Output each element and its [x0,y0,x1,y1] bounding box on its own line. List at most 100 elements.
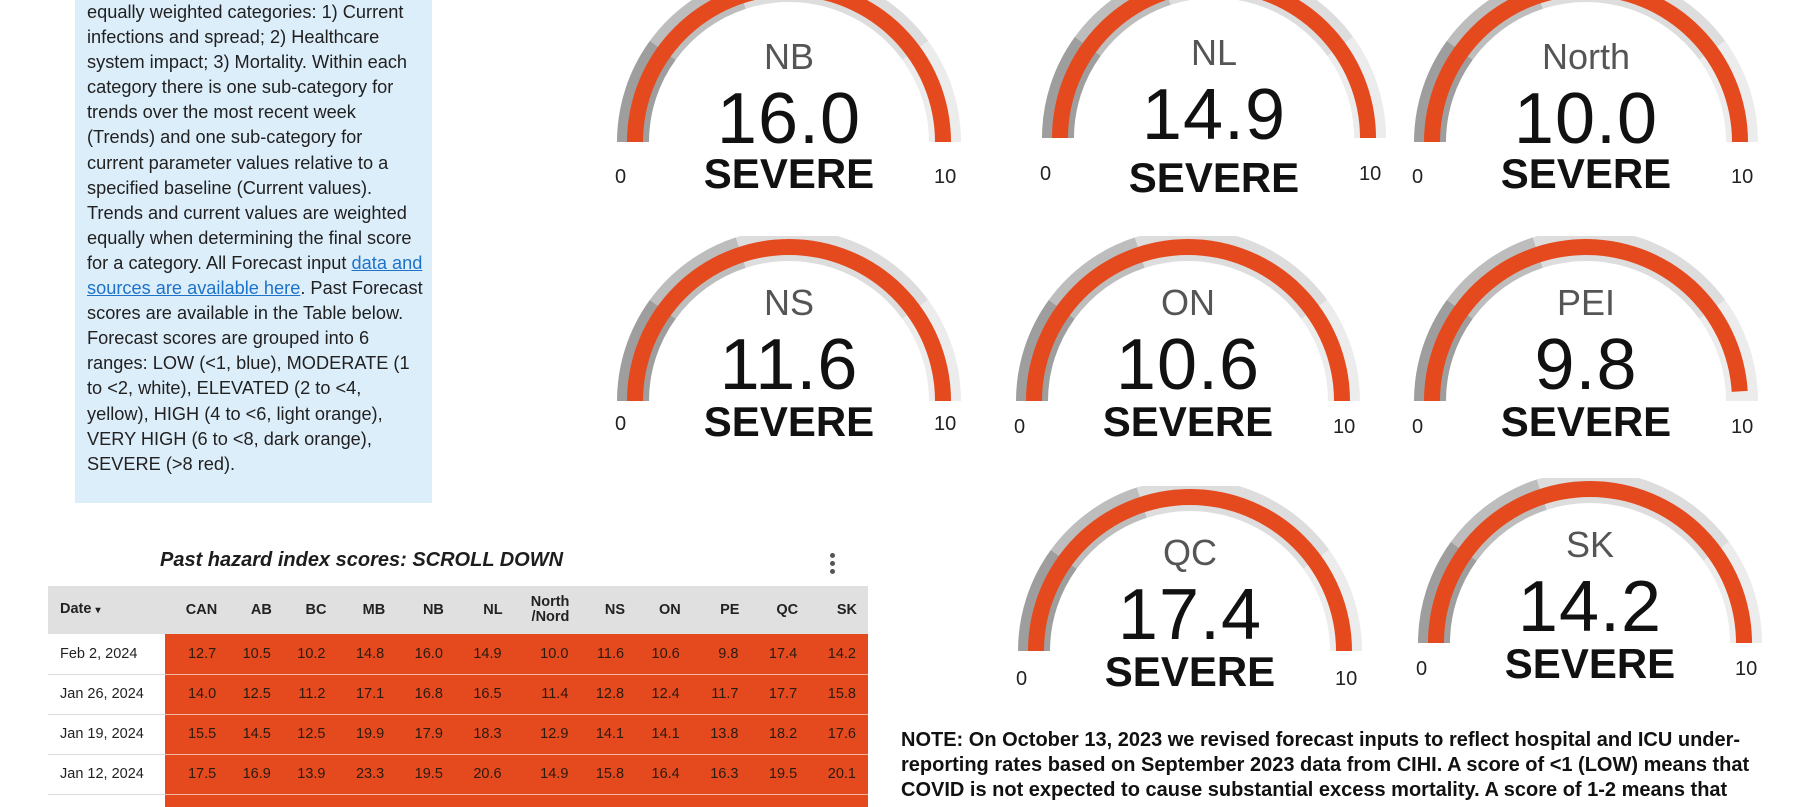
table-cell-date: Jan 19, 2024 [48,714,166,755]
table-cell-score: 15.5 [165,714,229,755]
table-cell-score: 18.3 [454,714,514,755]
column-header-north-nord[interactable]: North/Nord [513,586,581,634]
table-cell-date [48,794,166,807]
gauge-region-label: NB [763,36,814,77]
gauge-region-label: NL [1190,32,1238,73]
gauge-sk: SK 14.2 SEVERE 0 10 [1410,472,1770,687]
gauge-value-fill [1424,239,1748,401]
gauge-score-value: 14.9 [1141,75,1287,155]
column-header-date[interactable]: Date ▾ [48,586,166,634]
table-cell-score [396,794,455,807]
table-cell-score: 14.5 [228,714,283,755]
gauge-on: ON 10.6 SEVERE 0 10 [1008,230,1368,445]
column-header-on[interactable]: ON [636,586,692,634]
gauge-ns: NS 11.6 SEVERE 0 10 [609,230,969,445]
column-header-ab[interactable]: AB [228,586,283,634]
gauge-min-label: 0 [615,413,627,435]
gauge-region-label: NS [763,282,814,323]
table-cell-score [691,794,751,807]
table-cell-score: 19.9 [337,714,397,755]
gauge-arc [1414,0,1758,142]
gauge-max-label: 10 [1359,163,1382,185]
table-cell-score: 17.9 [396,714,455,755]
table-row[interactable] [48,794,868,807]
table-cell-score: 16.8 [396,674,455,715]
table-cell-score: 15.8 [580,754,637,795]
table-cell-score: 14.8 [337,634,397,675]
gauge-severity-label: SEVERE [1102,398,1274,445]
description-panel: equally weighted categories: 1) Current … [75,0,432,503]
table-cell-score: 14.0 [165,674,229,715]
table-cell-score: 14.9 [454,634,514,675]
gauge-score-value: 16.0 [716,79,862,159]
gauge-max-label: 10 [1335,668,1358,690]
gauge-band [742,0,836,9]
gauge-region-label: ON [1161,282,1215,323]
more-vert-icon[interactable] [822,551,842,577]
column-header-nb[interactable]: NB [396,586,455,634]
column-header-qc[interactable]: QC [750,586,810,634]
table-cell-score: 16.0 [396,634,455,675]
gauge-north: North 10.0 SEVERE 0 10 [1406,0,1766,200]
column-header-bc[interactable]: BC [282,586,338,634]
hazard-index-table[interactable]: Date ▾ CAN AB BC MB NB NL North/Nord NS ON PE QC SK F… [48,586,868,807]
gauge-nb: NB 16.0 SEVERE 0 10 [609,0,969,200]
gauge-max-label: 10 [934,413,957,435]
table-cell-score: 14.1 [580,714,637,755]
column-header-can[interactable]: CAN [165,586,229,634]
table-cell-score: 9.8 [691,634,751,675]
column-header-label: Date [60,601,92,617]
table-cell-score: 14.1 [636,714,692,755]
sort-down-icon[interactable]: ▾ [95,605,101,616]
table-row[interactable]: Jan 12, 2024 17.5 16.9 13.9 23.3 19.5 20.6 14.9… [48,754,868,795]
gauge-score-value: 10.0 [1513,79,1659,159]
column-header-mb[interactable]: MB [337,586,397,634]
gauge-severity-label: SEVERE [1500,150,1672,197]
gauge-region-label: North [1541,36,1631,77]
gauge-arc [617,236,961,401]
gauge-band [1539,0,1633,9]
table-cell-score [513,794,581,807]
gauge-band [1169,0,1259,5]
table-row[interactable]: Jan 26, 2024 14.0 12.5 11.2 17.1 16.8 16.5 11.4… [48,674,868,715]
gauge-score-value: 11.6 [719,325,859,405]
table-cell-score: 11.4 [513,674,581,715]
gauge-score-value: 17.4 [1117,575,1263,655]
column-header-pe[interactable]: PE [691,586,751,634]
gauge-min-label: 0 [1014,416,1026,438]
gauge-region-label: QC [1163,532,1217,573]
table-cell-score: 12.5 [228,674,283,715]
gauge-severity-label: SEVERE [703,398,875,445]
table-row[interactable]: Jan 19, 2024 15.5 14.5 12.5 19.9 17.9 18.3 12.9… [48,714,868,755]
gauge-arc [1418,478,1762,643]
column-header-nl[interactable]: NL [454,586,514,634]
table-cell-score: 13.9 [282,754,338,795]
gauge-arc [617,0,961,142]
column-header-sk[interactable]: SK [809,586,868,634]
gauge-value-fill [627,239,951,401]
gauge-arc [1414,236,1758,401]
gauge-min-label: 0 [1016,668,1028,690]
description-part1: equally weighted categories: 1) Current … [87,2,412,273]
table-cell-score: 14.2 [809,634,868,675]
table-row[interactable]: Feb 2, 2024 12.7 10.5 10.2 14.8 16.0 14.9 10.0 1… [48,634,868,675]
data-sources-link[interactable]: data and sources are available here [87,252,423,299]
gauge-qc: QC 17.4 SEVERE 0 10 [1010,480,1370,695]
table-cell-score: 11.2 [282,674,338,715]
gauge-value-fill [1428,481,1752,643]
table-cell-score: 10.0 [513,634,581,675]
gauge-severity-label: SEVERE [1504,640,1676,687]
column-header-ns[interactable]: NS [580,586,637,634]
table-cell-score: 12.5 [282,714,338,755]
table-cell-score: 12.8 [580,674,637,715]
table-cell-score: 12.4 [636,674,692,715]
table-cell-score: 12.9 [513,714,581,755]
table-cell-score [809,794,868,807]
gauge-score-value: 9.8 [1534,325,1638,405]
table-cell-score [282,794,338,807]
gauge-score-value: 10.6 [1115,325,1261,405]
table-cell-score: 10.5 [228,634,283,675]
table-cell-score: 17.7 [750,674,810,715]
table-cell-score: 16.4 [636,754,692,795]
table-cell-score: 20.6 [454,754,514,795]
